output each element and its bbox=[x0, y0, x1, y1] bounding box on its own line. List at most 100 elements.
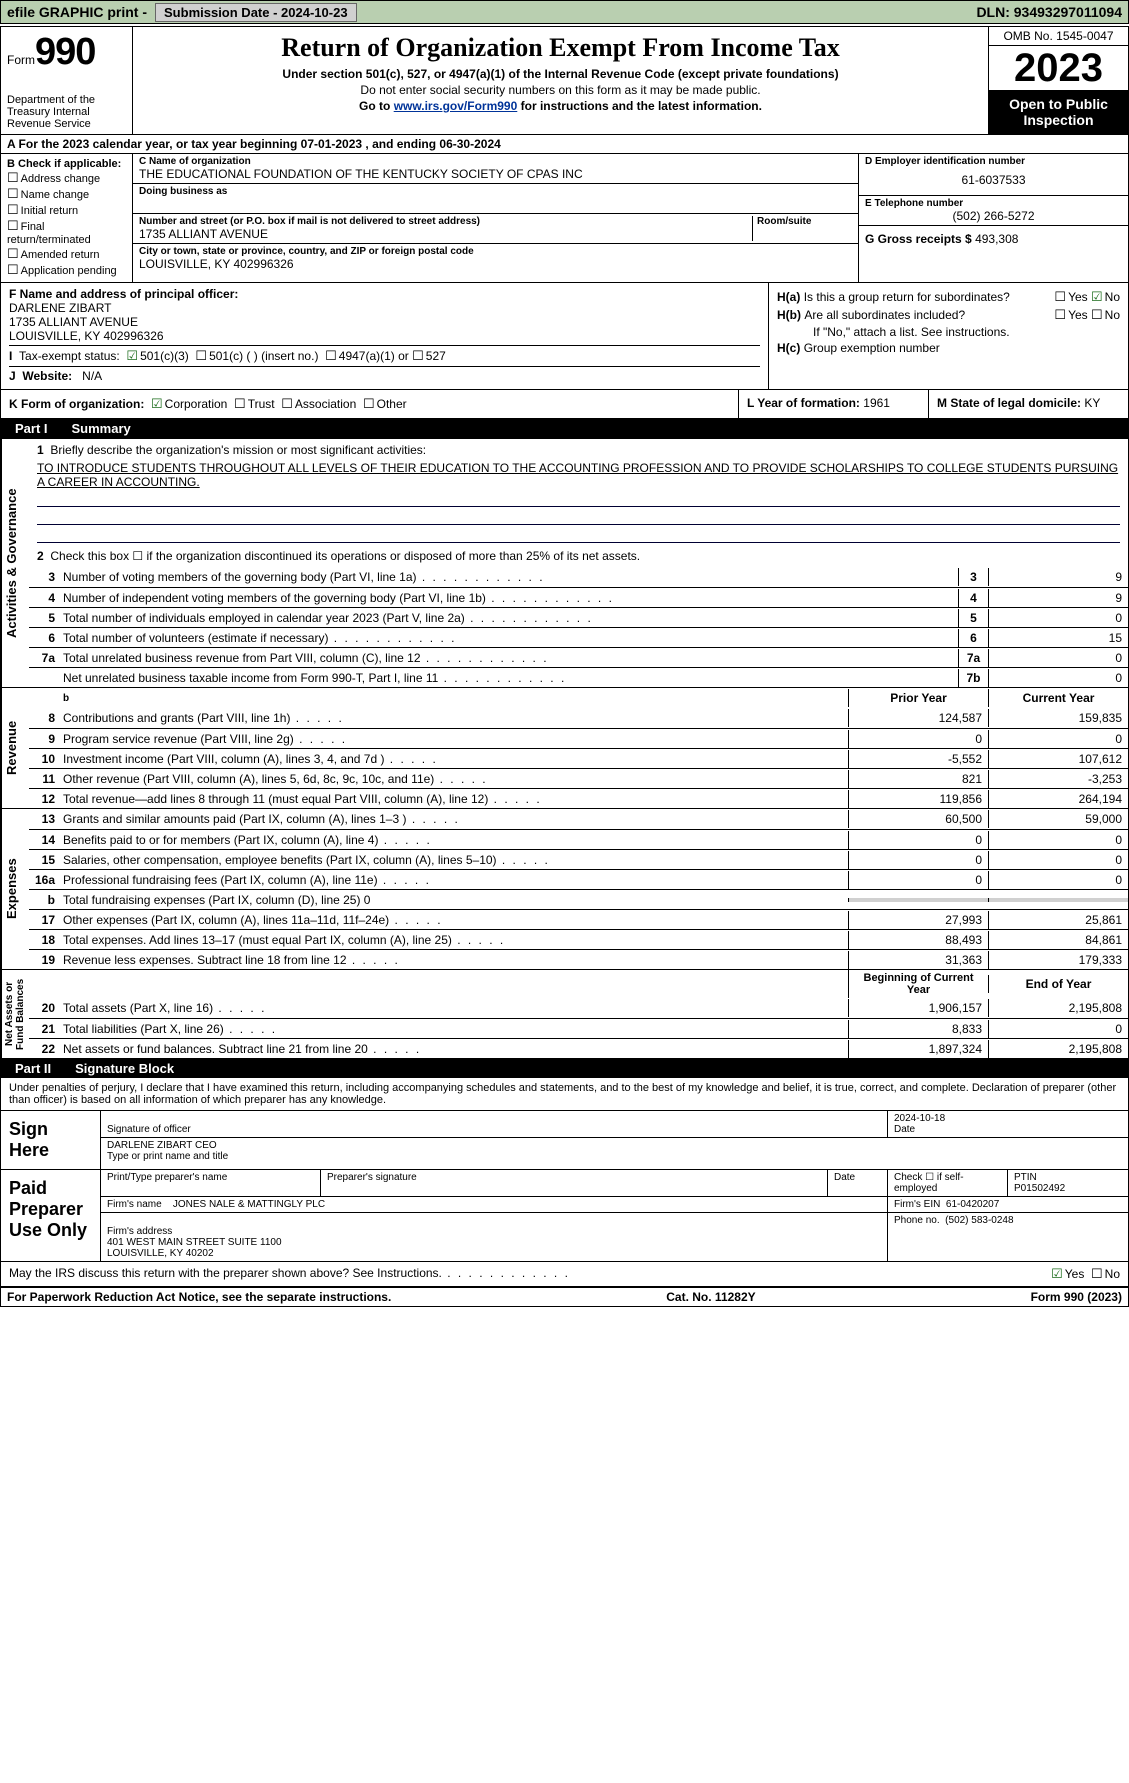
data-row: 18Total expenses. Add lines 13–17 (must … bbox=[29, 929, 1128, 949]
officer-addr2: LOUISVILLE, KY 402996326 bbox=[9, 329, 760, 343]
hb-no[interactable]: No bbox=[1091, 308, 1120, 322]
data-row: 15Salaries, other compensation, employee… bbox=[29, 849, 1128, 869]
gov-row: 5Total number of individuals employed in… bbox=[29, 607, 1128, 627]
chk-501c[interactable]: 501(c) ( ) (insert no.) bbox=[195, 348, 318, 364]
section-governance: Activities & Governance 1 Briefly descri… bbox=[1, 438, 1128, 687]
dept-treasury: Department of the Treasury Internal Reve… bbox=[7, 94, 126, 130]
paid-preparer-block: Paid Preparer Use Only Print/Type prepar… bbox=[1, 1169, 1128, 1261]
period-begin: 07-01-2023 bbox=[301, 137, 362, 151]
section-fh: F Name and address of principal officer:… bbox=[1, 282, 1128, 389]
header-left: Form990 Department of the Treasury Inter… bbox=[1, 27, 133, 134]
omb-number: OMB No. 1545-0047 bbox=[989, 27, 1128, 46]
hb-note: If "No," attach a list. See instructions… bbox=[777, 325, 1120, 339]
section-bcd: B Check if applicable: Address change Na… bbox=[1, 153, 1128, 282]
chk-initial-return[interactable]: Initial return bbox=[7, 202, 126, 218]
box-k: K Form of organization: Corporation Trus… bbox=[1, 390, 738, 418]
subtitle-3: Go to www.irs.gov/Form990 for instructio… bbox=[139, 99, 982, 113]
hb-yes[interactable]: Yes bbox=[1054, 308, 1087, 322]
form-number: 990 bbox=[35, 31, 95, 73]
box-f: F Name and address of principal officer:… bbox=[1, 283, 768, 389]
box-h: H(a) Is this a group return for subordin… bbox=[768, 283, 1128, 389]
officer-name-title: DARLENE ZIBART CEO bbox=[107, 1140, 1122, 1151]
irs-link[interactable]: www.irs.gov/Form990 bbox=[394, 99, 518, 113]
chk-final-return[interactable]: Final return/terminated bbox=[7, 218, 126, 246]
line-2: Check this box ☐ if the organization dis… bbox=[50, 549, 640, 563]
chk-527[interactable]: 527 bbox=[412, 348, 446, 364]
data-row: 13Grants and similar amounts paid (Part … bbox=[29, 809, 1128, 829]
officer-name: DARLENE ZIBART bbox=[9, 301, 760, 315]
vlabel-governance: Activities & Governance bbox=[1, 439, 29, 687]
form-label: Form bbox=[7, 53, 35, 67]
box-i: I Tax-exempt status: 501(c)(3) 501(c) ( … bbox=[9, 348, 760, 364]
section-net-assets: Net Assets or Fund Balances Beginning of… bbox=[1, 969, 1128, 1058]
discuss-yes[interactable]: Yes bbox=[1051, 1267, 1084, 1281]
data-row: 17Other expenses (Part IX, column (A), l… bbox=[29, 909, 1128, 929]
form-header: Form990 Department of the Treasury Inter… bbox=[1, 27, 1128, 134]
footer-row: For Paperwork Reduction Act Notice, see … bbox=[1, 1286, 1128, 1306]
firm-ein: 61-0420207 bbox=[946, 1199, 999, 1210]
chk-501c3[interactable]: 501(c)(3) bbox=[126, 348, 188, 364]
chk-amended[interactable]: Amended return bbox=[7, 246, 126, 262]
gov-row: 7aTotal unrelated business revenue from … bbox=[29, 647, 1128, 667]
chk-corp[interactable]: Corporation bbox=[151, 397, 227, 411]
firm-name: JONES NALE & MATTINGLY PLC bbox=[173, 1199, 325, 1210]
sign-here-block: Sign Here Signature of officer 2024-10-1… bbox=[1, 1110, 1128, 1169]
data-row: 8Contributions and grants (Part VIII, li… bbox=[29, 708, 1128, 728]
efile-topbar: efile GRAPHIC print - Submission Date - … bbox=[0, 0, 1129, 24]
website: N/A bbox=[82, 369, 102, 383]
discuss-no[interactable]: No bbox=[1091, 1267, 1120, 1281]
vlabel-revenue: Revenue bbox=[1, 688, 29, 808]
mission-text: TO INTRODUCE STUDENTS THROUGHOUT ALL LEV… bbox=[29, 461, 1128, 489]
firm-phone: (502) 583-0248 bbox=[945, 1215, 1013, 1226]
chk-app-pending[interactable]: Application pending bbox=[7, 262, 126, 278]
chk-address-change[interactable]: Address change bbox=[7, 170, 126, 186]
chk-assoc[interactable]: Association bbox=[281, 397, 356, 411]
data-row: 14Benefits paid to or for members (Part … bbox=[29, 829, 1128, 849]
chk-other[interactable]: Other bbox=[363, 397, 407, 411]
col-prior: Prior Year bbox=[848, 689, 988, 707]
box-b: B Check if applicable: Address change Na… bbox=[1, 154, 133, 282]
section-expenses: Expenses 13Grants and similar amounts pa… bbox=[1, 808, 1128, 969]
open-inspection: Open to Public Inspection bbox=[989, 90, 1128, 134]
officer-addr1: 1735 ALLIANT AVENUE bbox=[9, 315, 760, 329]
header-right: OMB No. 1545-0047 2023 Open to Public In… bbox=[988, 27, 1128, 134]
box-j: J Website: N/A bbox=[9, 369, 760, 383]
chk-4947[interactable]: 4947(a)(1) or bbox=[325, 348, 409, 364]
chk-trust[interactable]: Trust bbox=[234, 397, 275, 411]
period-end: 06-30-2024 bbox=[439, 137, 500, 151]
section-klm: K Form of organization: Corporation Trus… bbox=[1, 389, 1128, 418]
form-title: Return of Organization Exempt From Incom… bbox=[139, 33, 982, 63]
chk-self-employed[interactable]: Check ☐ if self-employed bbox=[894, 1172, 1001, 1194]
data-row: 19Revenue less expenses. Subtract line 1… bbox=[29, 949, 1128, 969]
year-formation: 1961 bbox=[863, 396, 890, 410]
ha-yes[interactable]: Yes bbox=[1054, 290, 1087, 304]
ha-no[interactable]: No bbox=[1091, 290, 1120, 304]
sig-date: 2024-10-18 bbox=[894, 1113, 1122, 1124]
col-current: Current Year bbox=[988, 689, 1128, 707]
form-frame: Form990 Department of the Treasury Inter… bbox=[0, 26, 1129, 1307]
data-row: 11Other revenue (Part VIII, column (A), … bbox=[29, 768, 1128, 788]
data-row: 12Total revenue—add lines 8 through 11 (… bbox=[29, 788, 1128, 808]
org-street: 1735 ALLIANT AVENUE bbox=[139, 227, 752, 241]
vlabel-expenses: Expenses bbox=[1, 809, 29, 969]
paid-preparer-label: Paid Preparer Use Only bbox=[1, 1170, 101, 1261]
data-row: 21Total liabilities (Part X, line 26)8,8… bbox=[29, 1018, 1128, 1038]
form-footer: Form 990 (2023) bbox=[1031, 1290, 1122, 1304]
part-i-header: Part I Summary bbox=[1, 418, 1128, 438]
box-c: C Name of organization THE EDUCATIONAL F… bbox=[133, 154, 858, 282]
dln: DLN: 93493297011094 bbox=[970, 4, 1128, 20]
ein: 61-6037533 bbox=[865, 167, 1122, 193]
data-row: 16aProfessional fundraising fees (Part I… bbox=[29, 869, 1128, 889]
gov-row: 6Total number of volunteers (estimate if… bbox=[29, 627, 1128, 647]
chk-name-change[interactable]: Name change bbox=[7, 186, 126, 202]
vlabel-net: Net Assets or Fund Balances bbox=[1, 970, 29, 1058]
data-row: 10Investment income (Part VIII, column (… bbox=[29, 748, 1128, 768]
efile-label: efile GRAPHIC print - bbox=[1, 4, 153, 20]
col-end: End of Year bbox=[988, 975, 1128, 993]
section-revenue: Revenue b Prior Year Current Year 8Contr… bbox=[1, 687, 1128, 808]
sign-here-label: Sign Here bbox=[1, 1111, 101, 1169]
period-row: A For the 2023 calendar year, or tax yea… bbox=[1, 134, 1128, 153]
col-begin: Beginning of Current Year bbox=[848, 970, 988, 998]
gov-row: 4Number of independent voting members of… bbox=[29, 587, 1128, 607]
firm-addr: 401 WEST MAIN STREET SUITE 1100 LOUISVIL… bbox=[107, 1237, 282, 1259]
